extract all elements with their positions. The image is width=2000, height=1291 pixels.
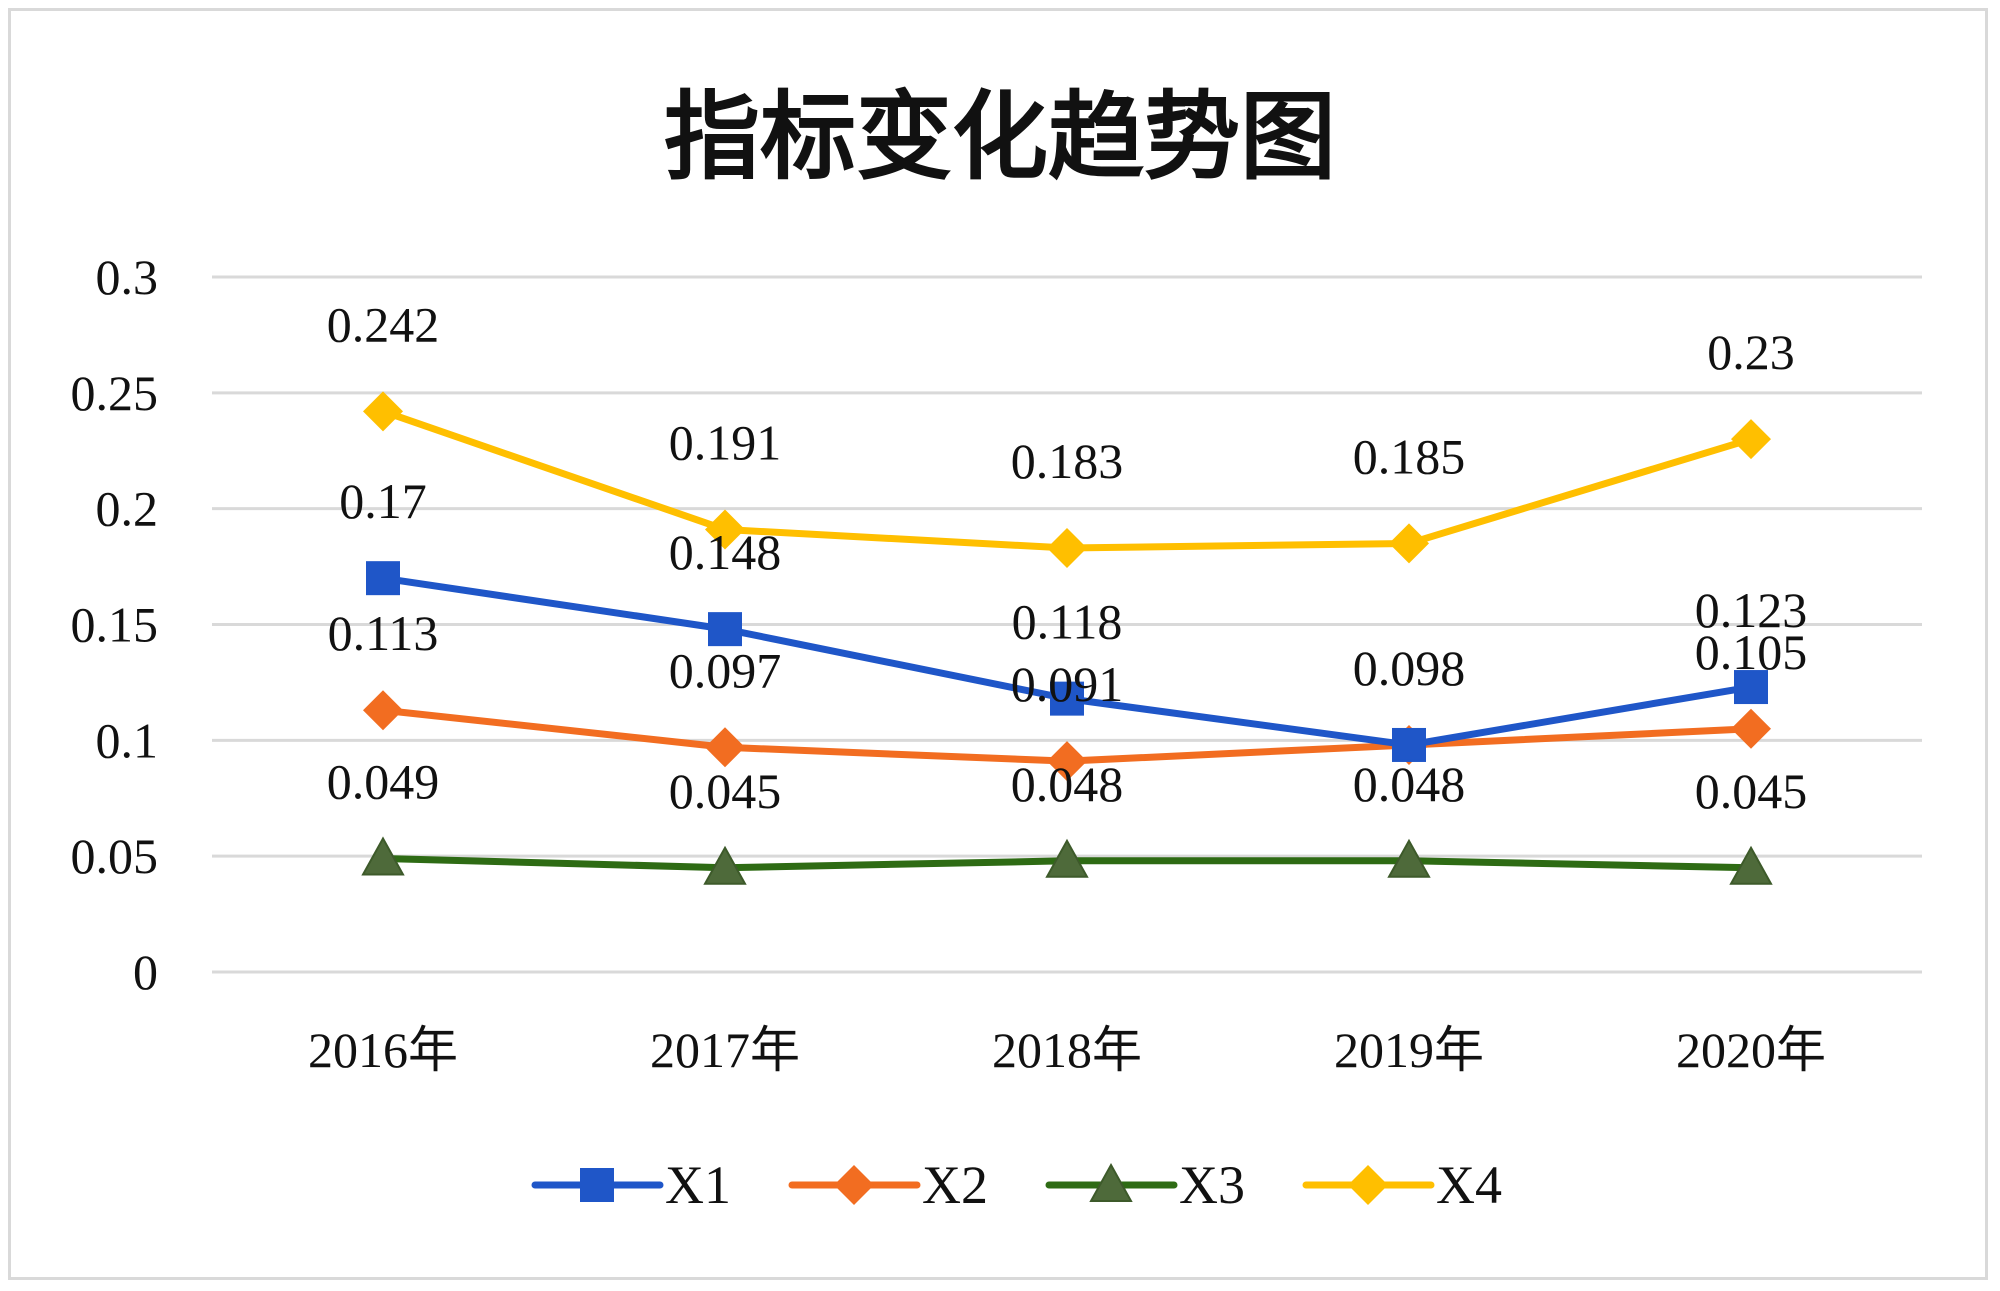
data-label: 0.123 — [1695, 582, 1808, 638]
legend-item-x3: X3 — [1045, 1155, 1245, 1215]
x-tick-label: 2020年 — [1676, 1022, 1826, 1078]
series-x3 — [361, 836, 1773, 885]
grid-lines — [212, 275, 1922, 974]
y-tick-label: 0.2 — [96, 481, 159, 537]
data-label: 0.148 — [669, 524, 782, 580]
series-layer — [361, 391, 1773, 885]
legend-label: X1 — [665, 1155, 731, 1215]
data-label: 0.118 — [1012, 594, 1123, 650]
y-tick-label: 0 — [133, 944, 158, 1000]
data-label: 0.185 — [1353, 428, 1466, 484]
data-point — [361, 836, 405, 876]
legend-label: X3 — [1179, 1155, 1245, 1215]
x-tick-label: 2016年 — [308, 1022, 458, 1078]
data-point — [1731, 708, 1771, 749]
y-tick-label: 0.05 — [71, 828, 159, 884]
data-point — [1731, 419, 1771, 460]
legend: X1 X2 X3 X4 — [531, 1155, 1502, 1215]
legend-item-x2: X2 — [788, 1155, 988, 1215]
data-label: 0.105 — [1695, 624, 1808, 680]
data-label: 0.17 — [339, 473, 427, 529]
data-point — [705, 727, 745, 768]
data-point — [1729, 845, 1773, 885]
data-point — [1387, 838, 1431, 878]
data-label: 0.113 — [328, 605, 439, 661]
data-label: 0.048 — [1011, 756, 1124, 812]
data-label: 0.091 — [1011, 656, 1124, 712]
data-label: 0.045 — [1695, 763, 1808, 819]
x-tick-label: 2018年 — [992, 1022, 1142, 1078]
y-tick-label: 0.15 — [71, 597, 159, 653]
data-point — [366, 561, 400, 596]
data-point — [1050, 681, 1084, 716]
data-point — [1045, 838, 1089, 878]
data-point — [1734, 670, 1768, 705]
x-tick-label: 2017年 — [650, 1022, 800, 1078]
data-label: 0.183 — [1011, 433, 1124, 489]
data-point — [708, 612, 742, 647]
data-label: 0.098 — [1353, 640, 1466, 696]
data-point — [1392, 727, 1426, 762]
data-label: 0.049 — [327, 753, 440, 809]
data-point — [580, 1168, 614, 1202]
y-tick-label: 0.3 — [96, 249, 159, 305]
legend-item-x4: X4 — [1302, 1155, 1502, 1215]
data-point — [705, 509, 745, 550]
data-label: 0.048 — [1353, 756, 1466, 812]
x-axis: 2016年 2017年 2018年 2019年 2020年 — [308, 1022, 1826, 1078]
y-tick-label: 0.1 — [96, 712, 159, 768]
legend-label: X4 — [1436, 1155, 1502, 1215]
legend-item-x1: X1 — [531, 1155, 731, 1215]
y-tick-label: 0.25 — [71, 365, 159, 421]
x-tick-label: 2019年 — [1334, 1022, 1484, 1078]
data-label: 0.23 — [1707, 324, 1795, 380]
data-point — [1047, 741, 1087, 782]
data-label: 0.097 — [669, 642, 782, 698]
data-point — [1089, 1162, 1133, 1202]
data-point — [703, 845, 747, 885]
data-point — [1047, 528, 1087, 569]
data-point — [1389, 523, 1429, 564]
data-point — [363, 391, 403, 432]
chart-frame — [8, 8, 1988, 1280]
data-label: 0.045 — [669, 763, 782, 819]
series-x4 — [363, 391, 1771, 569]
data-point — [834, 1165, 874, 1205]
data-point — [363, 690, 403, 731]
data-label: 0.242 — [327, 296, 440, 352]
series-x1 — [366, 561, 1768, 762]
data-label: 0.191 — [669, 415, 782, 471]
chart-title: 指标变化趋势图 — [664, 81, 1336, 193]
y-axis: 0 0.05 0.1 0.15 0.2 0.25 0.3 — [71, 249, 159, 1000]
data-labels: 0.17 0.148 0.118 0.098 0.123 0.113 0.097 0.091 0… — [327, 296, 1808, 818]
legend-label: X2 — [922, 1155, 988, 1215]
data-point — [1348, 1165, 1388, 1205]
